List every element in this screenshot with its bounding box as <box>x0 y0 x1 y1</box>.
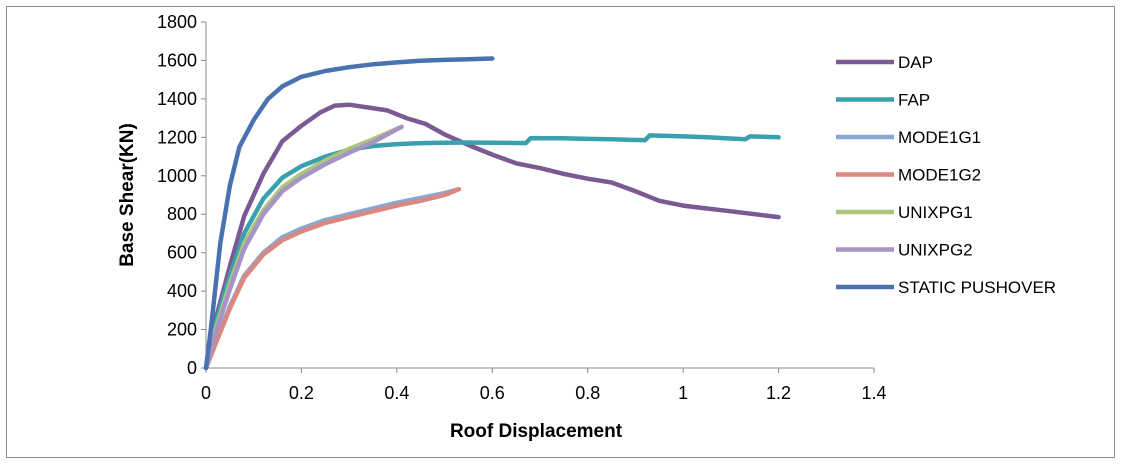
y-tick-label: 1000 <box>157 166 197 186</box>
x-tick-label: 1 <box>678 383 688 403</box>
x-tick-label: 0.2 <box>289 383 314 403</box>
legend-label: UNIXPG2 <box>898 241 973 260</box>
x-tick-label: 1.4 <box>861 383 886 403</box>
legend-label: MODE1G2 <box>898 166 981 185</box>
legend-label: STATIC PUSHOVER <box>898 278 1056 297</box>
x-tick-label: 0.4 <box>384 383 409 403</box>
series-line-dap <box>203 102 781 371</box>
y-tick-label: 200 <box>167 320 197 340</box>
y-tick-label: 1200 <box>157 127 197 147</box>
x-tick-label: 0.8 <box>575 383 600 403</box>
y-tick-label: 1600 <box>157 50 197 70</box>
y-tick-label: 800 <box>167 204 197 224</box>
series-line-static-pushover <box>203 56 495 371</box>
y-tick-label: 1800 <box>157 12 197 32</box>
axes <box>205 22 874 369</box>
x-tick-label: 0 <box>201 383 211 403</box>
legend-label: MODE1G1 <box>898 128 981 147</box>
x-tick-label: 1.2 <box>766 383 791 403</box>
legend-label: UNIXPG1 <box>898 203 973 222</box>
legend-label: FAP <box>898 91 930 110</box>
chart-frame <box>6 6 1115 458</box>
y-tick-label: 1400 <box>157 89 197 109</box>
y-tick-label: 600 <box>167 243 197 263</box>
tick-labels: 0 200 400 600 800 1000 1200 1400 1600 1800 0 0.2 0.4… <box>157 12 887 403</box>
legend: DAP FAP MODE1G1 MODE1G2 UNIXPG1 UNIXPG2 STATIC… <box>836 53 1056 297</box>
legend-label: DAP <box>898 53 933 72</box>
x-tick-label: 0.6 <box>480 383 505 403</box>
y-axis-title: Base Shear(KN) <box>117 123 138 267</box>
series-line-fap <box>203 133 781 371</box>
series-line-mode1g2 <box>203 186 462 371</box>
series-line-unixpg2 <box>203 124 404 371</box>
y-tick-label: 0 <box>187 358 197 378</box>
y-tick-label: 400 <box>167 281 197 301</box>
x-axis-title: Roof Displacement <box>450 421 623 442</box>
series-lines <box>203 56 781 371</box>
